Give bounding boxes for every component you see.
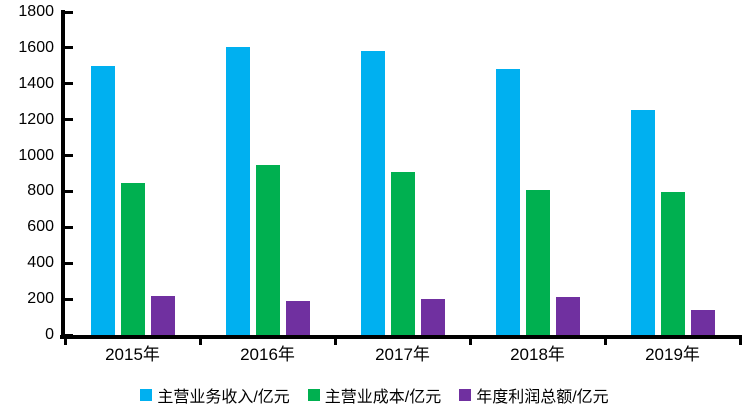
- bar-series2-cat3: [390, 171, 415, 335]
- bar-series2-cat4: [525, 189, 550, 335]
- bar-series3-cat1: [150, 296, 175, 335]
- y-axis-tick: [65, 225, 73, 229]
- y-axis-tick: [65, 82, 73, 86]
- y-axis-tick: [65, 154, 73, 158]
- y-axis-tick: [65, 46, 73, 50]
- y-axis-tick: [65, 297, 73, 301]
- legend-item: 主营业成本/亿元: [307, 383, 442, 407]
- y-tick-label: 200: [27, 290, 54, 308]
- x-axis-tick: [63, 339, 67, 345]
- x-axis-tick: [333, 339, 337, 345]
- x-axis-tick: [198, 339, 202, 345]
- y-tick-label: 0: [45, 326, 54, 343]
- bar-series1-cat2: [225, 46, 250, 335]
- x-category-label: 2018年: [510, 345, 565, 364]
- bar-series3-cat5: [690, 309, 715, 335]
- y-tick-label: 1600: [18, 38, 54, 56]
- x-category-label: 2017年: [375, 345, 430, 364]
- legend-swatch-icon: [307, 389, 320, 401]
- bar-series1-cat3: [360, 51, 385, 335]
- bar-series1-cat4: [495, 69, 520, 335]
- y-tick-label: 600: [27, 218, 54, 236]
- legend-item: 年度利润总额/亿元: [459, 383, 609, 407]
- legend-swatch-icon: [140, 389, 153, 401]
- bar-series1-cat5: [630, 109, 655, 335]
- legend-swatch-icon: [459, 389, 472, 401]
- x-category-label: 2019年: [645, 345, 700, 364]
- x-axis-tick: [468, 339, 472, 345]
- legend-label: 主营业务收入/亿元: [157, 389, 290, 406]
- y-axis-line: [61, 10, 65, 339]
- y-tick-label: 800: [27, 182, 54, 200]
- bar-series2-cat2: [255, 165, 280, 335]
- y-tick-label: 1200: [18, 110, 54, 128]
- bar-series2-cat5: [660, 192, 685, 335]
- y-axis-tick: [65, 261, 73, 265]
- bar-series3-cat4: [555, 297, 580, 335]
- legend-label: 年度利润总额/亿元: [476, 389, 609, 406]
- y-axis-tick: [65, 118, 73, 122]
- y-tick-label: 1400: [18, 74, 54, 92]
- y-axis-tick: [65, 10, 73, 14]
- y-tick-label: 1000: [18, 146, 54, 164]
- legend-item: 主营业务收入/亿元: [140, 383, 290, 407]
- chart-legend: 主营业务收入/亿元 主营业成本/亿元 年度利润总额/亿元: [0, 383, 749, 407]
- x-category-label: 2015年: [105, 345, 160, 364]
- y-tick-label: 1800: [18, 3, 54, 20]
- bar-series1-cat1: [90, 65, 115, 335]
- y-axis-tick: [65, 189, 73, 193]
- x-axis-tick: [603, 339, 607, 345]
- y-axis-tick: [65, 333, 73, 337]
- bar-series3-cat3: [420, 299, 445, 335]
- bar-series3-cat2: [285, 300, 310, 335]
- y-tick-label: 400: [27, 254, 54, 272]
- bar-series2-cat1: [120, 183, 145, 335]
- x-category-label: 2016年: [240, 345, 295, 364]
- x-axis-line: [60, 335, 742, 339]
- x-axis-tick: [738, 339, 742, 345]
- legend-label: 主营业成本/亿元: [324, 389, 442, 406]
